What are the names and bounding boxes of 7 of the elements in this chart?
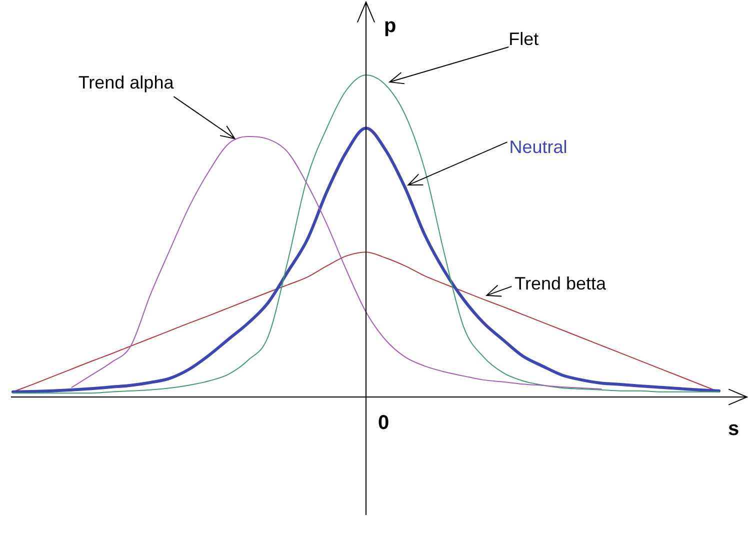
text: Neutral xyxy=(509,136,568,157)
text: 0 xyxy=(378,412,390,434)
text: Flet xyxy=(508,28,539,49)
text: Trend alpha xyxy=(78,72,175,93)
y-axis-title: p xyxy=(384,15,396,37)
series-label: Trend betta xyxy=(514,273,608,294)
x-axis-title: s xyxy=(728,418,740,440)
